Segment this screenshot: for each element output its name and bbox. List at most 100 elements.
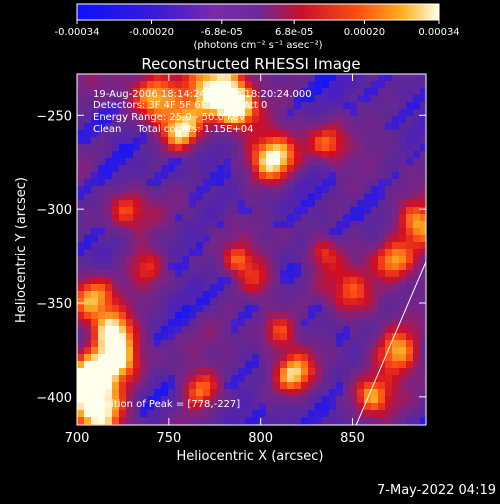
heatmap-cell bbox=[203, 389, 211, 397]
heatmap-cell bbox=[252, 403, 260, 411]
heatmap-cell bbox=[98, 102, 106, 110]
colorbar-tick-label: -0.00020 bbox=[129, 27, 174, 38]
heatmap-cell bbox=[147, 284, 155, 292]
heatmap-cell bbox=[189, 375, 197, 383]
heatmap-cell bbox=[329, 249, 337, 257]
heatmap-cell bbox=[238, 123, 246, 131]
heatmap-cell bbox=[91, 116, 99, 124]
heatmap-cell bbox=[378, 116, 386, 124]
heatmap-cell bbox=[175, 207, 183, 215]
heatmap-cell bbox=[322, 172, 330, 180]
heatmap-cell bbox=[133, 361, 141, 369]
heatmap-cell bbox=[119, 277, 127, 285]
heatmap-cell bbox=[322, 284, 330, 292]
heatmap-cell bbox=[182, 130, 190, 138]
heatmap-cell bbox=[147, 137, 155, 145]
heatmap-cell bbox=[224, 396, 232, 404]
heatmap-cell bbox=[175, 417, 183, 425]
heatmap-cell bbox=[161, 298, 169, 306]
heatmap-cell bbox=[126, 144, 134, 152]
heatmap-cell bbox=[224, 102, 232, 110]
heatmap-cell bbox=[231, 305, 239, 313]
heatmap-cell bbox=[322, 235, 330, 243]
heatmap-cell bbox=[119, 116, 127, 124]
heatmap-cell bbox=[385, 263, 393, 271]
heatmap-cell bbox=[161, 123, 169, 131]
heatmap-cell bbox=[112, 116, 120, 124]
heatmap-cell bbox=[301, 417, 309, 425]
heatmap-cell bbox=[392, 151, 400, 159]
heatmap-cell bbox=[77, 130, 85, 138]
y-tick-label: −350 bbox=[36, 297, 72, 312]
heatmap-cell bbox=[322, 368, 330, 376]
heatmap-cell bbox=[105, 228, 113, 236]
heatmap-cell bbox=[406, 403, 414, 411]
heatmap-cell bbox=[84, 263, 92, 271]
heatmap-cell bbox=[336, 130, 344, 138]
heatmap-cell bbox=[392, 144, 400, 152]
heatmap-cell bbox=[203, 207, 211, 215]
heatmap-cell bbox=[133, 256, 141, 264]
heatmap-cell bbox=[238, 193, 246, 201]
heatmap-cell bbox=[301, 95, 309, 103]
heatmap-cell bbox=[112, 347, 120, 355]
heatmap-cell bbox=[420, 389, 426, 397]
heatmap-cell bbox=[154, 214, 162, 222]
heatmap-cell bbox=[385, 235, 393, 243]
heatmap-cell bbox=[98, 193, 106, 201]
heatmap-cell bbox=[182, 102, 190, 110]
heatmap-cell bbox=[168, 340, 176, 348]
heatmap-cell bbox=[280, 158, 288, 166]
heatmap-cell bbox=[126, 172, 134, 180]
heatmap-cell bbox=[266, 158, 274, 166]
heatmap-cell bbox=[350, 270, 358, 278]
heatmap-cell bbox=[259, 158, 267, 166]
heatmap-cell bbox=[322, 347, 330, 355]
heatmap-cell bbox=[112, 102, 120, 110]
heatmap-cell bbox=[133, 333, 141, 341]
heatmap-cell bbox=[385, 221, 393, 229]
heatmap-cell bbox=[420, 172, 426, 180]
heatmap-cell bbox=[357, 361, 365, 369]
heatmap-cell bbox=[392, 109, 400, 117]
heatmap-cell bbox=[154, 375, 162, 383]
heatmap-cell bbox=[378, 284, 386, 292]
heatmap-cell bbox=[322, 95, 330, 103]
heatmap-cell bbox=[77, 291, 85, 299]
heatmap-cell bbox=[364, 235, 372, 243]
heatmap-cell bbox=[252, 305, 260, 313]
heatmap-cell bbox=[98, 333, 106, 341]
heatmap-cell bbox=[252, 200, 260, 208]
heatmap-cell bbox=[364, 137, 372, 145]
heatmap-cell bbox=[245, 410, 253, 418]
heatmap-cell bbox=[364, 116, 372, 124]
heatmap-cell bbox=[294, 326, 302, 334]
heatmap-cell bbox=[231, 410, 239, 418]
heatmap-cell bbox=[273, 410, 281, 418]
heatmap-cell bbox=[168, 221, 176, 229]
heatmap-cell bbox=[322, 116, 330, 124]
heatmap-cell bbox=[175, 165, 183, 173]
heatmap-cell bbox=[84, 312, 92, 320]
heatmap-cell bbox=[224, 333, 232, 341]
heatmap-cell bbox=[203, 186, 211, 194]
heatmap-cell bbox=[322, 242, 330, 250]
heatmap-cell bbox=[364, 291, 372, 299]
heatmap-cell bbox=[343, 263, 351, 271]
heatmap-cell bbox=[133, 368, 141, 376]
heatmap-cell bbox=[105, 340, 113, 348]
heatmap-cell bbox=[189, 179, 197, 187]
heatmap-cell bbox=[259, 361, 267, 369]
heatmap-cell bbox=[252, 396, 260, 404]
heatmap-cell bbox=[252, 326, 260, 334]
heatmap-cell bbox=[357, 221, 365, 229]
heatmap-cell bbox=[315, 193, 323, 201]
colorbar-tick-label: -6.8e-05 bbox=[201, 27, 243, 38]
heatmap-cell bbox=[245, 256, 253, 264]
heatmap-cell bbox=[259, 347, 267, 355]
heatmap-cell bbox=[133, 298, 141, 306]
heatmap-cell bbox=[252, 130, 260, 138]
heatmap-cell bbox=[413, 389, 421, 397]
heatmap-cell bbox=[378, 319, 386, 327]
heatmap-cell bbox=[168, 312, 176, 320]
